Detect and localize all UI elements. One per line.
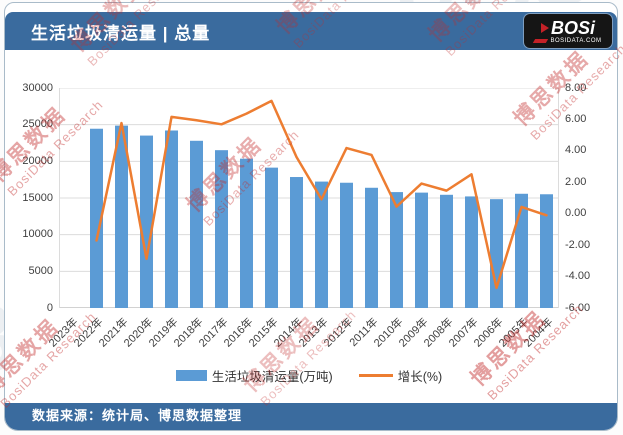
logo-subline: BOSIDATA.COM (533, 37, 602, 44)
axis-tick-label: 10000 (22, 228, 53, 241)
bar-2018年 (190, 140, 203, 308)
axis-tick-label: -6.00 (565, 301, 591, 314)
page-title: 生活垃圾清运量 | 总量 (31, 23, 211, 43)
axis-tick-label: 8.00 (565, 81, 587, 94)
bar-2009年 (415, 192, 428, 308)
bar-2014年 (290, 177, 303, 308)
logo-main: BOSi (540, 17, 595, 38)
axis-tick-label: -4.00 (565, 270, 591, 283)
axis-tick-label: 5000 (28, 264, 53, 277)
axis-tick-label: 4.00 (565, 144, 587, 157)
chart-plot (59, 88, 559, 308)
bar-2015年 (265, 167, 278, 308)
axis-tick-label: 30000 (22, 81, 53, 94)
bar-2008年 (440, 194, 453, 308)
bar-2017年 (215, 150, 228, 308)
bar-2006年 (490, 199, 503, 308)
header-bar: 生活垃圾清运量 | 总量 BOSi BOSIDATA.COM (5, 12, 617, 50)
bar-2005年 (515, 193, 528, 308)
bar-2016年 (240, 158, 253, 308)
footer-bar: 数据来源：统计局、博思数据整理 (5, 403, 617, 430)
axis-tick-label: 2.00 (565, 175, 587, 188)
chart-card: 生活垃圾清运量 | 总量 BOSi BOSIDATA.COM 30000 2500… (4, 2, 618, 431)
legend-bar-swatch-icon (175, 369, 207, 381)
bar-2013年 (315, 181, 328, 308)
legend-line-label: 增长(%) (397, 369, 443, 384)
legend-bar-label: 生活垃圾清运量(万吨) (211, 369, 333, 384)
bar-2011年 (365, 187, 378, 308)
logo-text: BOSi (550, 17, 595, 38)
bosi-logo: BOSi BOSIDATA.COM (524, 14, 612, 48)
logo-stripe-icon (533, 38, 549, 43)
axis-tick-label: 0 (46, 301, 53, 314)
axis-tick-label: 20000 (22, 154, 53, 167)
logo-triangle-icon (540, 22, 549, 33)
bar-2010年 (390, 192, 403, 308)
legend-item-line: 增长(%) (358, 366, 443, 385)
axis-tick-label: 0.00 (565, 207, 587, 220)
bar-2021年 (115, 125, 128, 308)
legend: 生活垃圾清运量(万吨) 增长(%) (59, 366, 559, 384)
axis-tick-label: -2.00 (565, 238, 591, 251)
axis-tick-label: 6.00 (565, 112, 587, 125)
bar-2012年 (340, 182, 353, 308)
legend-item-bar: 生活垃圾清运量(万吨) (175, 366, 333, 385)
bar-2007年 (465, 196, 478, 308)
axis-tick-label: 15000 (22, 191, 53, 204)
axis-tick-label: 25000 (22, 118, 53, 131)
logo-site: BOSIDATA.COM (550, 37, 602, 44)
bar-2020年 (140, 135, 153, 308)
bar-2022年 (90, 128, 103, 308)
legend-line-swatch-icon (358, 373, 393, 377)
growth-line (95, 99, 548, 290)
bar-2019年 (165, 130, 178, 308)
bar-2004年 (540, 194, 553, 308)
source-text: 数据来源：统计局、博思数据整理 (32, 408, 243, 423)
